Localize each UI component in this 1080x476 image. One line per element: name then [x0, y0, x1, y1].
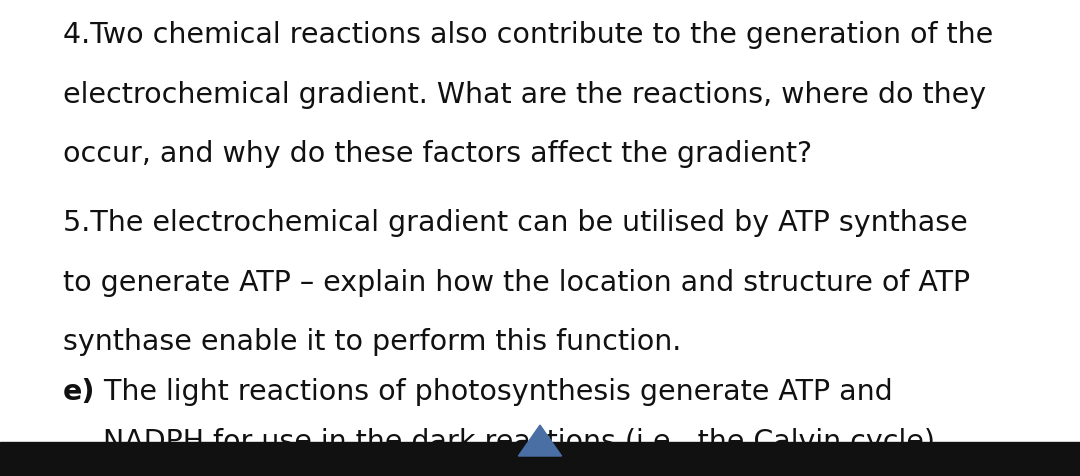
Text: NADPH for use in the dark reactions (i.e., the Calvin cycle).: NADPH for use in the dark reactions (i.e… [103, 428, 944, 456]
Text: electrochemical gradient. What are the reactions, where do they: electrochemical gradient. What are the r… [63, 81, 986, 109]
Text: synthase enable it to perform this function.: synthase enable it to perform this funct… [63, 328, 681, 357]
Text: 5.The electrochemical gradient can be utilised by ATP synthase: 5.The electrochemical gradient can be ut… [63, 209, 968, 238]
Bar [0, 442, 1080, 476]
Text: The light reactions of photosynthesis generate ATP and: The light reactions of photosynthesis ge… [95, 378, 893, 407]
Text: occur, and why do these factors affect the gradient?: occur, and why do these factors affect t… [63, 140, 812, 169]
Text: 4.Two chemical reactions also contribute to the generation of the: 4.Two chemical reactions also contribute… [63, 21, 993, 50]
Text: to generate ATP – explain how the location and structure of ATP: to generate ATP – explain how the locati… [63, 269, 970, 297]
Text: e): e) [63, 378, 95, 407]
Polygon shape [518, 425, 562, 456]
